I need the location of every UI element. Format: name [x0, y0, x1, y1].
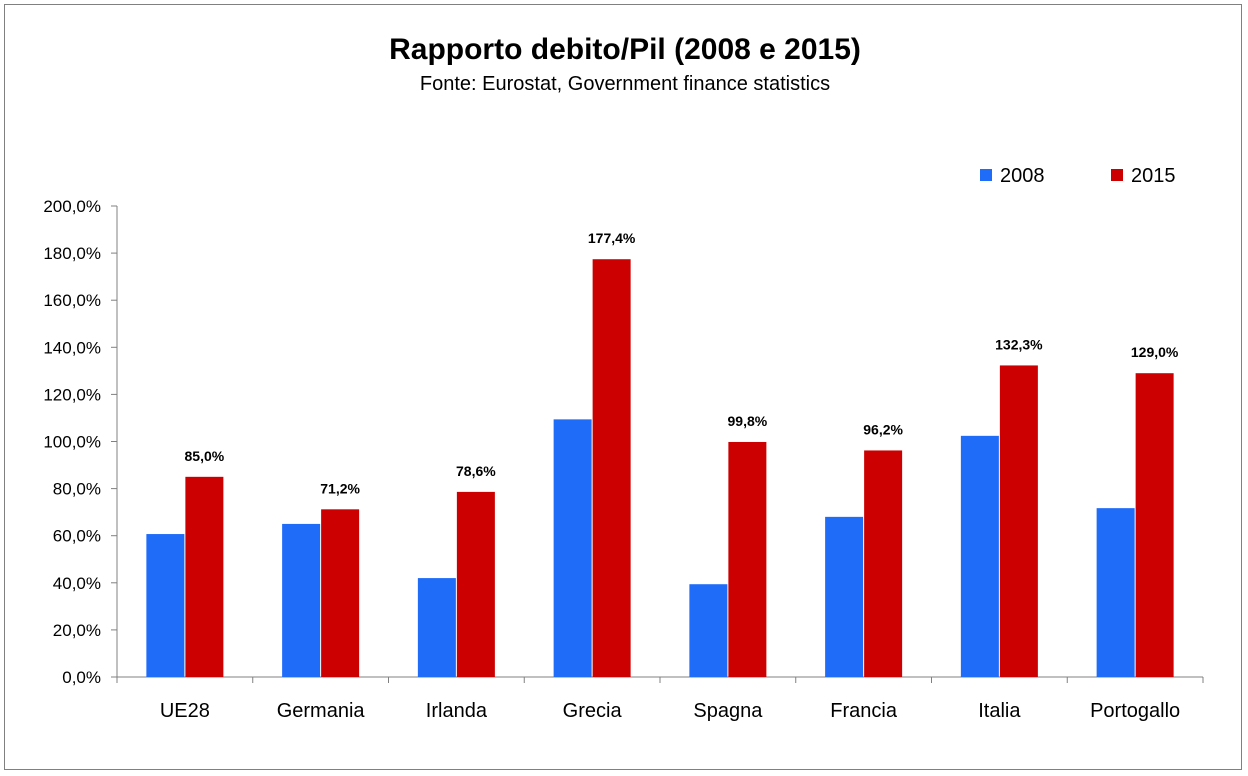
y-tick-label: 180,0% — [43, 244, 101, 263]
bar-2008-portogallo — [1096, 508, 1135, 677]
x-category-label: Grecia — [563, 700, 623, 722]
chart-subtitle: Fonte: Eurostat, Government finance stat… — [420, 73, 830, 95]
bar-2008-francia — [825, 516, 864, 677]
y-tick-label: 100,0% — [43, 433, 101, 452]
bar-2008-grecia — [553, 419, 592, 677]
y-tick-label: 140,0% — [43, 338, 101, 357]
data-label: 132,3% — [995, 336, 1043, 352]
bar-2015-italia — [999, 365, 1038, 677]
bar-2008-germania — [282, 523, 321, 677]
x-category-label: Germania — [277, 700, 366, 722]
chart-svg: Rapporto debito/Pil (2008 e 2015) Fonte:… — [43, 33, 1204, 722]
data-label: 96,2% — [863, 421, 903, 437]
bar-2008-italia — [960, 435, 999, 677]
bars — [146, 259, 1174, 677]
x-category-label: Spagna — [693, 700, 763, 722]
legend-label: 2008 — [1000, 165, 1045, 187]
y-axis: 0,0% 20,0% 40,0% 60,0% 80,0% 100,0% 120,0% 140,… — [43, 197, 118, 687]
y-tick-label: 80,0% — [53, 480, 101, 499]
bar-2008-ue28 — [146, 534, 185, 677]
bar-2015-ue28 — [185, 476, 224, 677]
data-label: 177,4% — [588, 230, 636, 246]
chart-title: Rapporto debito/Pil (2008 e 2015) — [389, 33, 861, 66]
data-label: 99,8% — [728, 413, 768, 429]
y-tick-label: 120,0% — [43, 385, 101, 404]
x-category-label: Irlanda — [426, 700, 488, 722]
y-tick-label: 60,0% — [53, 527, 101, 546]
x-category-label: Portogallo — [1090, 700, 1180, 722]
legend-swatch-2008 — [980, 169, 992, 181]
chart-frame: Rapporto debito/Pil (2008 e 2015) Fonte:… — [4, 4, 1242, 770]
bar-2015-germania — [321, 509, 360, 677]
legend-label: 2015 — [1131, 165, 1176, 187]
y-tick-label: 0,0% — [62, 668, 101, 687]
data-label: 129,0% — [1131, 344, 1179, 360]
legend-swatch-2015 — [1111, 169, 1123, 181]
y-tick-label: 200,0% — [43, 197, 101, 216]
y-tick-label: 40,0% — [53, 574, 101, 593]
bar-2015-grecia — [592, 259, 631, 677]
bar-2015-spagna — [728, 441, 767, 677]
data-label: 71,2% — [320, 480, 360, 496]
data-label: 85,0% — [185, 448, 225, 464]
x-axis: UE28 Germania Irlanda Grecia Spagna Francia It… — [116, 676, 1204, 722]
x-category-label: UE28 — [160, 700, 210, 722]
legend: 2008 2015 — [980, 165, 1176, 187]
data-label: 78,6% — [456, 463, 496, 479]
y-tick-label: 20,0% — [53, 621, 101, 640]
bar-2015-portogallo — [1135, 373, 1174, 677]
bar-2008-spagna — [689, 584, 728, 677]
y-tick-label: 160,0% — [43, 291, 101, 310]
bar-2015-irlanda — [456, 491, 495, 677]
x-category-label: Francia — [830, 700, 898, 722]
x-category-label: Italia — [978, 700, 1021, 722]
data-labels: 85,0% 71,2% 78,6% 177,4% 99,8% 96,2% 132,3% 129… — [185, 230, 1179, 496]
bar-2008-irlanda — [417, 578, 456, 677]
bar-2015-francia — [864, 450, 903, 677]
